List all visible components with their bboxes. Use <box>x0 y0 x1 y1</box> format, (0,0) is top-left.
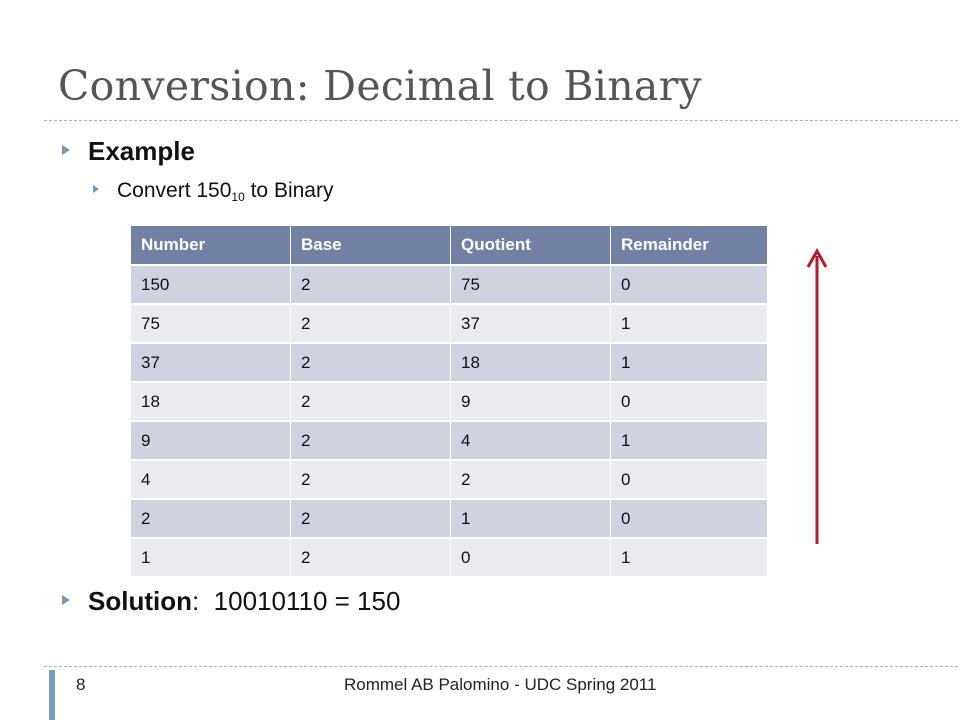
cell-quotient: 0 <box>450 538 611 578</box>
bullet-arrow-icon <box>62 595 70 605</box>
bullet-arrow-icon <box>62 145 70 155</box>
table-header-row: Number Base Quotient Remainder <box>131 226 767 266</box>
cell-quotient: 75 <box>450 265 611 305</box>
solution-value: : 10010110 = 150 <box>191 586 401 616</box>
cell-base: 2 <box>290 538 451 578</box>
cell-quotient: 37 <box>450 304 611 344</box>
convert-bullet: Convert 15010 to Binary <box>117 179 334 204</box>
cell-quotient: 4 <box>450 421 611 461</box>
cell-number: 4 <box>131 460 291 500</box>
cell-base: 2 <box>290 460 451 500</box>
cell-base: 2 <box>290 499 451 539</box>
cell-remainder: 1 <box>610 304 767 344</box>
cell-number: 150 <box>131 265 291 305</box>
example-bullet: Example <box>88 136 195 166</box>
cell-remainder: 1 <box>610 421 767 461</box>
table-row: 9 2 4 1 <box>131 421 767 461</box>
header-remainder: Remainder <box>610 226 767 266</box>
table-row: 2 2 1 0 <box>131 499 767 539</box>
sub-bullet-arrow-icon <box>93 185 99 193</box>
cell-remainder: 0 <box>610 460 767 500</box>
table-row: 37 2 18 1 <box>131 343 767 383</box>
cell-quotient: 2 <box>450 460 611 500</box>
cell-remainder: 0 <box>610 382 767 422</box>
cell-number: 1 <box>131 538 291 578</box>
cell-number: 18 <box>131 382 291 422</box>
cell-number: 75 <box>131 304 291 344</box>
header-quotient: Quotient <box>450 226 611 266</box>
footer-credit: Rommel AB Palomino - UDC Spring 2011 <box>344 675 657 694</box>
page-number: 8 <box>76 675 86 694</box>
conversion-table: Number Base Quotient Remainder 150 2 75 … <box>131 226 767 578</box>
cell-quotient: 1 <box>450 499 611 539</box>
read-upward-arrow-icon <box>806 248 828 544</box>
footer-divider <box>44 666 960 667</box>
convert-subscript: 10 <box>231 190 245 204</box>
cell-quotient: 18 <box>450 343 611 383</box>
cell-quotient: 9 <box>450 382 611 422</box>
cell-number: 9 <box>131 421 291 461</box>
table-row: 18 2 9 0 <box>131 382 767 422</box>
cell-base: 2 <box>290 421 451 461</box>
cell-number: 37 <box>131 343 291 383</box>
cell-base: 2 <box>290 304 451 344</box>
cell-remainder: 0 <box>610 499 767 539</box>
cell-remainder: 1 <box>610 538 767 578</box>
slide-title: Conversion: Decimal to Binary <box>58 62 702 110</box>
cell-remainder: 1 <box>610 343 767 383</box>
cell-remainder: 0 <box>610 265 767 305</box>
footer-accent-bar <box>49 670 55 720</box>
header-base: Base <box>290 226 451 266</box>
convert-prefix: Convert 150 <box>117 179 232 202</box>
cell-base: 2 <box>290 265 451 305</box>
table-row: 150 2 75 0 <box>131 265 767 305</box>
cell-base: 2 <box>290 382 451 422</box>
title-divider <box>44 120 960 121</box>
solution-bullet: Solution: 10010110 = 150 <box>88 588 400 614</box>
table-row: 1 2 0 1 <box>131 538 767 578</box>
arrow-head <box>806 248 828 268</box>
table-row: 75 2 37 1 <box>131 304 767 344</box>
cell-base: 2 <box>290 343 451 383</box>
convert-suffix: to Binary <box>244 179 334 202</box>
table-row: 4 2 2 0 <box>131 460 767 500</box>
solution-label: Solution <box>88 586 192 616</box>
header-number: Number <box>131 226 291 266</box>
cell-number: 2 <box>131 499 291 539</box>
